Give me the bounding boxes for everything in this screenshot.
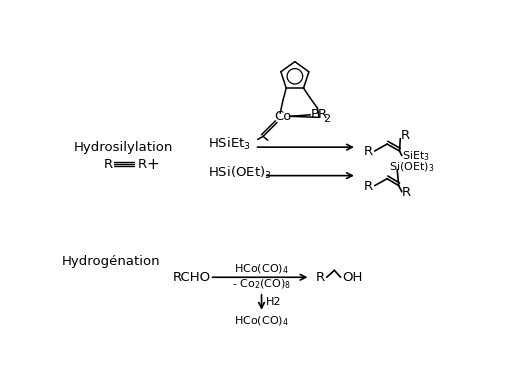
- Text: OH: OH: [342, 271, 363, 284]
- Text: HCo(CO)$_4$: HCo(CO)$_4$: [234, 262, 289, 276]
- Text: R: R: [400, 129, 409, 142]
- Text: R: R: [138, 158, 147, 171]
- Text: Co: Co: [275, 110, 292, 123]
- Text: +: +: [147, 156, 160, 172]
- Text: R: R: [364, 180, 373, 193]
- Text: HSi(OEt)$_3$: HSi(OEt)$_3$: [208, 165, 272, 181]
- Text: Hydrosilylation: Hydrosilylation: [74, 141, 173, 154]
- Text: HCo(CO)$_4$: HCo(CO)$_4$: [234, 314, 289, 328]
- Text: Hydrogénation: Hydrogénation: [62, 254, 161, 268]
- Text: H2: H2: [266, 297, 282, 307]
- Text: R: R: [402, 186, 411, 199]
- Text: SiEt$_3$: SiEt$_3$: [402, 149, 430, 163]
- Text: HSiEt$_3$: HSiEt$_3$: [208, 136, 251, 152]
- Text: R: R: [364, 145, 373, 158]
- Text: PR: PR: [311, 108, 328, 121]
- Text: 2: 2: [323, 114, 331, 123]
- Text: RCHO: RCHO: [173, 271, 211, 284]
- Text: R: R: [316, 271, 325, 284]
- Text: Si(OEt)$_3$: Si(OEt)$_3$: [388, 160, 434, 174]
- Text: R: R: [104, 158, 113, 171]
- Text: - Co$_2$(CO)$_8$: - Co$_2$(CO)$_8$: [232, 278, 291, 291]
